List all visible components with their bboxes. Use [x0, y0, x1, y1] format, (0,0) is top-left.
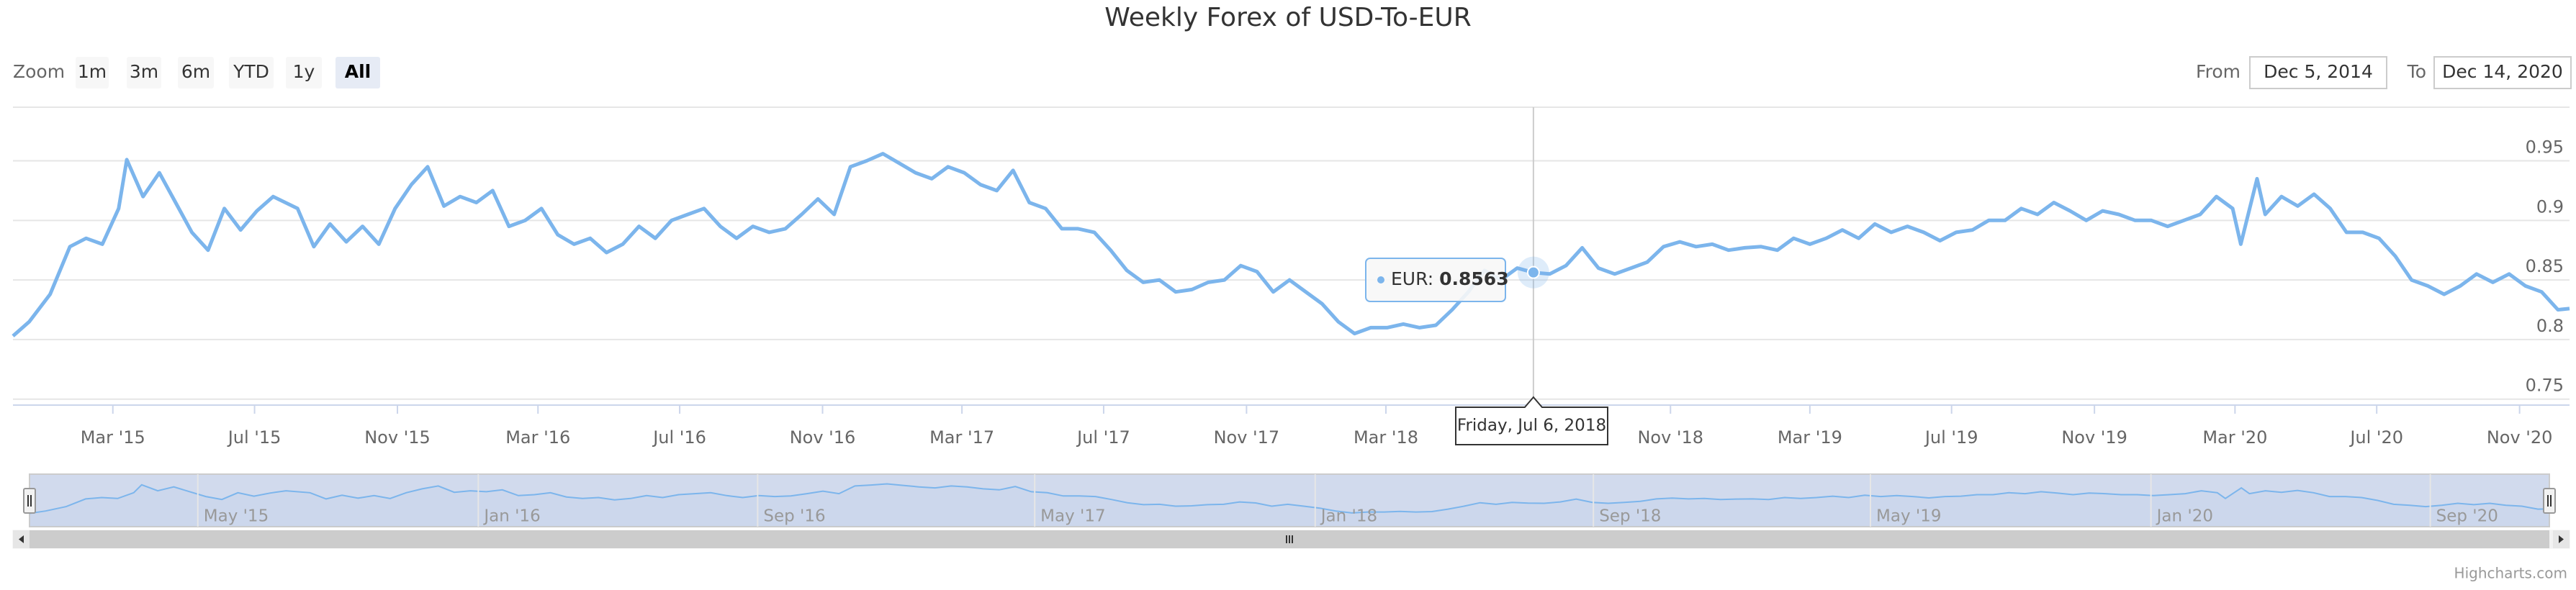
x-tick-label: Mar '18	[1354, 427, 1418, 448]
navigator-tick-label: May '15	[204, 507, 269, 526]
x-tick-label: Jul '20	[2348, 427, 2403, 448]
y-tick-label: 0.95	[2526, 137, 2564, 158]
x-tick-label: Jul '17	[1076, 427, 1130, 448]
navigator-handle[interactable]	[23, 488, 36, 514]
to-input[interactable]	[2433, 56, 2572, 89]
x-tick-label: Jul '16	[652, 427, 706, 448]
x-tick-label: Nov '16	[790, 427, 856, 448]
x-tick-label: Nov '20	[2487, 427, 2553, 448]
range-button-label[interactable]: 1y	[293, 61, 315, 82]
range-button[interactable]	[286, 57, 322, 88]
range-button[interactable]	[229, 57, 274, 88]
from-label: From	[2196, 61, 2241, 82]
x-tick-label: Nov '17	[1214, 427, 1280, 448]
navigator-tick-label: Sep '16	[763, 507, 825, 526]
x-tick-label: Nov '18	[1637, 427, 1703, 448]
range-button-label[interactable]: YTD	[233, 61, 269, 82]
date-label-box	[1455, 396, 1608, 445]
x-tick-label: Jul '19	[1924, 427, 1978, 448]
x-tick-label: Mar '17	[929, 427, 994, 448]
credit[interactable]: Highcharts.com	[2454, 565, 2567, 582]
navigator-bg	[29, 473, 2550, 527]
range-button[interactable]	[335, 57, 380, 88]
x-tick-label: Mar '19	[1778, 427, 1842, 448]
tooltip-label: EUR:	[1391, 268, 1433, 289]
y-tick-label: 0.85	[2526, 256, 2564, 276]
chart-title: Weekly Forex of USD-To-EUR	[1104, 3, 1472, 32]
y-tick-label: 0.75	[2526, 376, 2564, 396]
scrollbar-left-arrow	[19, 535, 24, 543]
x-tick-label: Mar '20	[2202, 427, 2267, 448]
y-tick-label: 0.8	[2536, 316, 2564, 336]
to-value[interactable]: Dec 14, 2020	[2442, 61, 2563, 82]
navigator-series	[29, 483, 2550, 514]
hover-marker	[1526, 266, 1540, 279]
tooltip-value: 0.8563	[1439, 268, 1508, 289]
x-tick-label: Mar '15	[81, 427, 145, 448]
range-button-label[interactable]: 6m	[181, 61, 210, 82]
range-button-label[interactable]: 3m	[130, 61, 158, 82]
y-tick-label: 0.9	[2536, 196, 2564, 217]
navigator-tick-label: Sep '20	[2436, 507, 2498, 526]
navigator-tick-label: May '19	[1876, 507, 1941, 526]
x-tick-label: Nov '19	[2061, 427, 2127, 448]
range-button[interactable]	[76, 57, 109, 88]
navigator-handle[interactable]	[2543, 488, 2556, 514]
x-tick-label: Jul '15	[227, 427, 282, 448]
navigator-tick-label: Sep '18	[1599, 507, 1661, 526]
navigator-area	[30, 484, 2549, 527]
from-input[interactable]	[2249, 56, 2387, 89]
range-button[interactable]	[127, 57, 161, 88]
navigator-tick-label: Jan '20	[2156, 507, 2213, 526]
line-series	[12, 152, 2570, 337]
range-button-label[interactable]: All	[345, 61, 371, 82]
scrollbar-right-arrow	[2559, 535, 2564, 543]
date-label: Friday, Jul 6, 2018	[1457, 417, 1606, 435]
navigator-tick-label: Jan '18	[1320, 507, 1377, 526]
tooltip-dot	[1377, 276, 1384, 283]
from-value[interactable]: Dec 5, 2014	[2264, 61, 2373, 82]
x-tick-label: Mar '16	[505, 427, 570, 448]
x-tick-label: Nov '15	[364, 427, 431, 448]
to-label: To	[2407, 61, 2426, 82]
tooltip-box	[1365, 258, 1506, 302]
navigator-tick-label: Jan '16	[482, 507, 540, 526]
range-button-label[interactable]: 1m	[78, 61, 107, 82]
navigator-tick-label: May '17	[1040, 507, 1105, 526]
zoom-label: Zoom	[13, 61, 65, 82]
range-button[interactable]	[178, 57, 214, 88]
tooltip-text: EUR: 0.8563	[1391, 268, 1509, 289]
